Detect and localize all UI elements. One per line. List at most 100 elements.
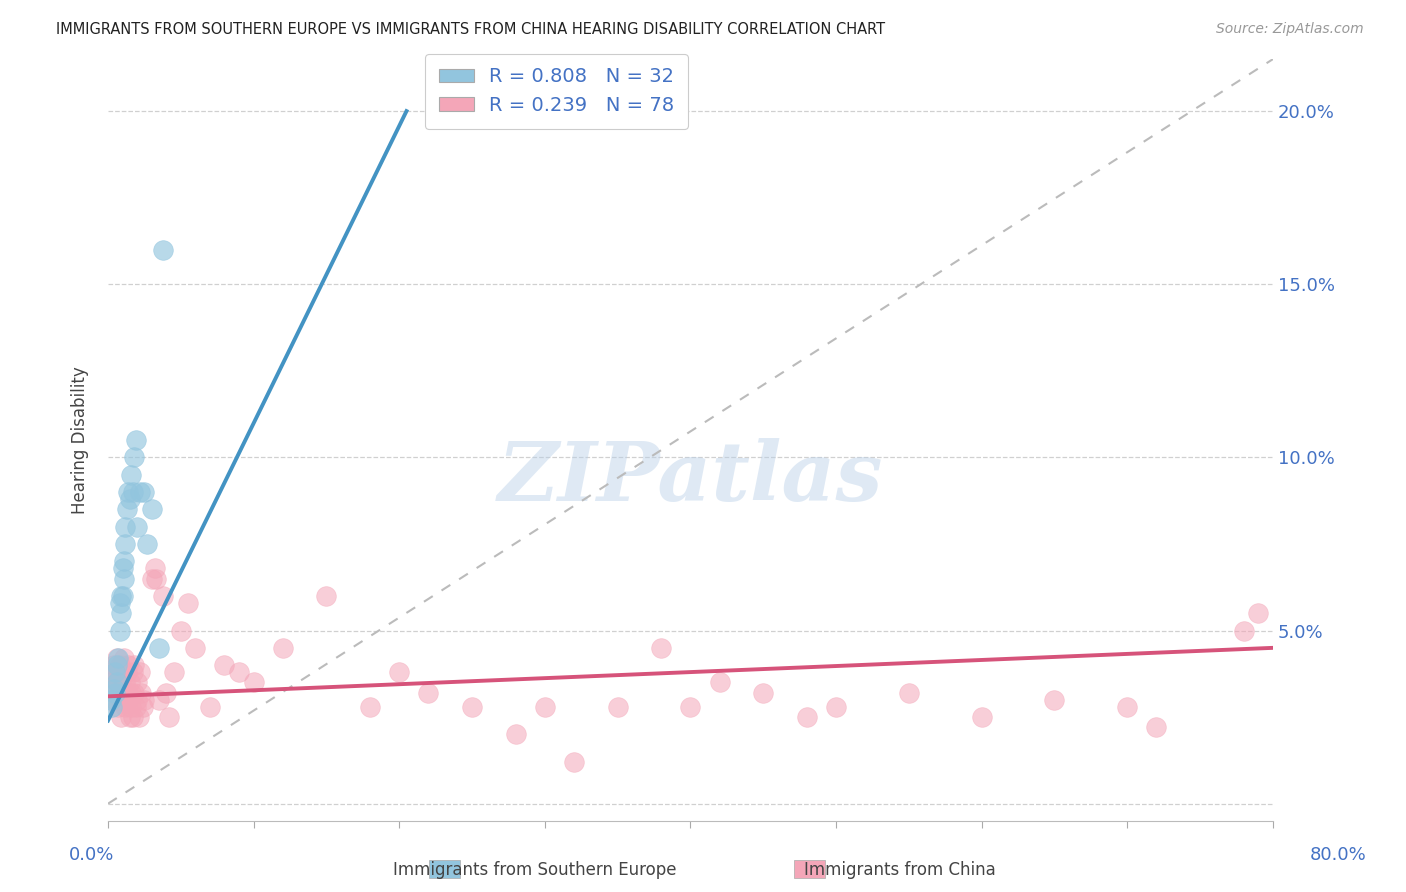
Point — [134, 693, 156, 707]
Point — [796, 710, 818, 724]
Point — [132, 699, 155, 714]
Point — [110, 710, 132, 724]
Text: ZIPatlas: ZIPatlas — [498, 438, 883, 518]
Point — [115, 665, 138, 679]
Point — [271, 640, 294, 655]
Point — [127, 693, 149, 707]
Point — [1116, 699, 1139, 714]
Point — [111, 686, 134, 700]
Point — [131, 686, 153, 700]
Point — [170, 624, 193, 638]
Point — [970, 710, 993, 724]
Point — [104, 686, 127, 700]
Point — [112, 554, 135, 568]
Point — [1043, 693, 1066, 707]
Point — [315, 589, 337, 603]
Point — [134, 485, 156, 500]
Point — [103, 658, 125, 673]
Point — [105, 675, 128, 690]
Point — [461, 699, 484, 714]
Point — [141, 502, 163, 516]
Text: IMMIGRANTS FROM SOUTHERN EUROPE VS IMMIGRANTS FROM CHINA HEARING DISABILITY CORR: IMMIGRANTS FROM SOUTHERN EUROPE VS IMMIG… — [56, 22, 886, 37]
Point — [122, 686, 145, 700]
Point — [104, 693, 127, 707]
Point — [118, 491, 141, 506]
Point — [105, 651, 128, 665]
Point — [1233, 624, 1256, 638]
Point — [129, 665, 152, 679]
Y-axis label: Hearing Disability: Hearing Disability — [72, 367, 89, 514]
Point — [110, 589, 132, 603]
Point — [114, 537, 136, 551]
Point — [650, 640, 672, 655]
Point — [111, 561, 134, 575]
Point — [107, 651, 129, 665]
Point — [108, 596, 131, 610]
Point — [111, 665, 134, 679]
Legend: R = 0.808   N = 32, R = 0.239   N = 78: R = 0.808 N = 32, R = 0.239 N = 78 — [425, 54, 688, 128]
Point — [228, 665, 250, 679]
Point — [897, 686, 920, 700]
Point — [118, 675, 141, 690]
Text: 0.0%: 0.0% — [69, 846, 114, 863]
Point — [152, 589, 174, 603]
Point — [148, 693, 170, 707]
Point — [110, 606, 132, 620]
Point — [606, 699, 628, 714]
Point — [534, 699, 557, 714]
Point — [128, 710, 150, 724]
Point — [143, 561, 166, 575]
Point — [103, 686, 125, 700]
Point — [108, 658, 131, 673]
Point — [359, 699, 381, 714]
Point — [107, 675, 129, 690]
Point — [505, 727, 527, 741]
Point — [105, 658, 128, 673]
Point — [112, 651, 135, 665]
Text: Source: ZipAtlas.com: Source: ZipAtlas.com — [1216, 22, 1364, 37]
Point — [388, 665, 411, 679]
Point — [127, 675, 149, 690]
Point — [107, 699, 129, 714]
Point — [117, 693, 139, 707]
Point — [157, 710, 180, 724]
Point — [752, 686, 775, 700]
Point — [111, 589, 134, 603]
Point — [122, 658, 145, 673]
Point — [112, 572, 135, 586]
Point — [100, 693, 122, 707]
Point — [136, 537, 159, 551]
Point — [124, 699, 146, 714]
Point — [141, 572, 163, 586]
Point — [1144, 721, 1167, 735]
Point — [152, 243, 174, 257]
Point — [101, 699, 124, 714]
Point — [679, 699, 702, 714]
Point — [184, 640, 207, 655]
Text: Immigrants from China: Immigrants from China — [804, 861, 995, 879]
Text: Immigrants from Southern Europe: Immigrants from Southern Europe — [392, 861, 676, 879]
Point — [120, 467, 142, 482]
Point — [709, 675, 731, 690]
Point — [1247, 606, 1270, 620]
Point — [112, 693, 135, 707]
Point — [108, 693, 131, 707]
Point — [177, 596, 200, 610]
Point — [115, 686, 138, 700]
Point — [114, 675, 136, 690]
Point — [121, 665, 143, 679]
Point — [105, 675, 128, 690]
Point — [118, 710, 141, 724]
Point — [155, 686, 177, 700]
Point — [825, 699, 848, 714]
Point — [120, 686, 142, 700]
Point — [162, 665, 184, 679]
Point — [110, 675, 132, 690]
Point — [129, 485, 152, 500]
Point — [117, 658, 139, 673]
Point — [562, 755, 585, 769]
Point — [104, 665, 127, 679]
Point — [198, 699, 221, 714]
Point — [148, 640, 170, 655]
Point — [122, 450, 145, 465]
